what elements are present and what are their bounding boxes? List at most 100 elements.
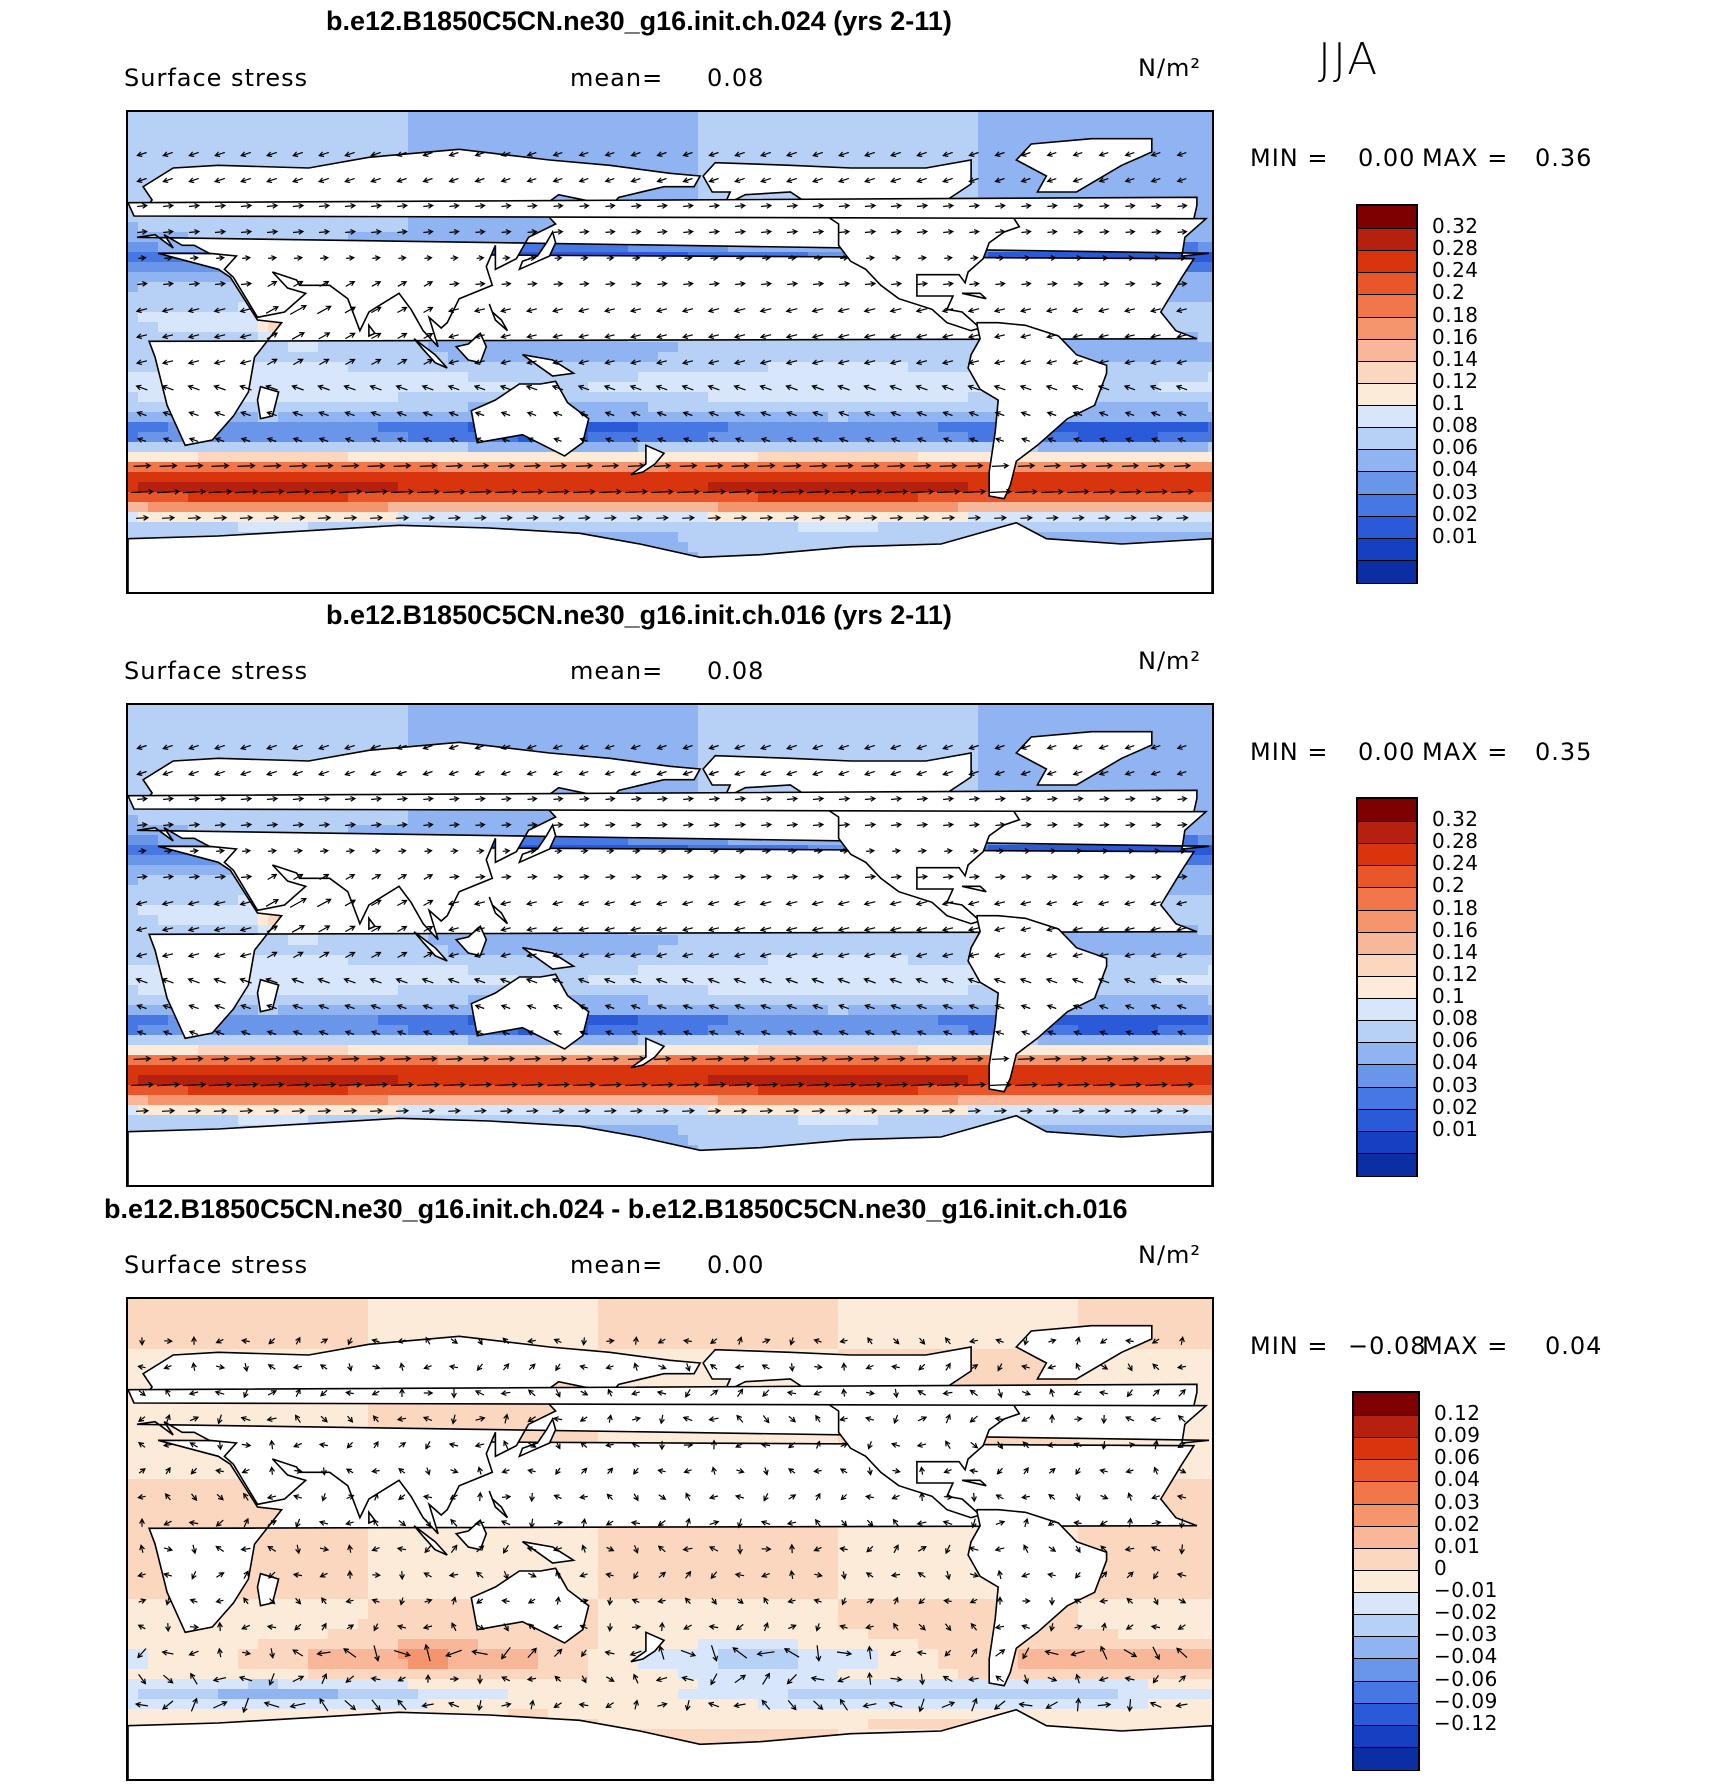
field-cell: [688, 472, 699, 483]
field-cell: [1108, 512, 1119, 523]
field-cell: [618, 132, 629, 143]
field-cell: [1148, 422, 1159, 433]
field-cell: [168, 312, 179, 323]
field-cell: [648, 142, 659, 153]
field-cell: [1188, 372, 1199, 383]
field-cell: [1088, 252, 1099, 263]
field-cell: [308, 132, 319, 143]
field-cell: [838, 482, 849, 493]
field-cell: [708, 372, 719, 383]
field-cell: [158, 402, 169, 413]
field-cell: [198, 312, 209, 323]
field-cell: [308, 112, 319, 123]
field-cell: [648, 502, 659, 513]
field-cell: [988, 522, 999, 533]
field-cell: [498, 222, 509, 233]
field-cell: [218, 492, 229, 503]
field-cell: [1008, 152, 1019, 163]
field-cell: [838, 152, 849, 163]
field-cell: [908, 432, 919, 443]
field-cell: [598, 462, 609, 473]
field-cell: [678, 242, 689, 253]
field-cell: [578, 442, 589, 453]
field-cell: [428, 372, 439, 383]
field-cell: [278, 382, 289, 393]
field-cell: [948, 352, 959, 363]
field-cell: [148, 502, 159, 513]
field-cell: [828, 432, 839, 443]
field-cell: [408, 472, 419, 483]
field-cell: [148, 492, 159, 503]
field-cell: [778, 532, 789, 543]
field-cell: [708, 472, 719, 483]
field-cell: [848, 362, 859, 373]
field-cell: [218, 302, 229, 313]
field-cell: [188, 152, 199, 163]
field-cell: [1188, 162, 1199, 173]
field-cell: [298, 522, 309, 533]
field-cell: [528, 242, 539, 253]
field-cell: [488, 462, 499, 473]
field-cell: [1048, 512, 1059, 523]
field-cell: [1188, 522, 1199, 533]
field-cell: [508, 232, 519, 243]
field-cell: [208, 272, 219, 283]
field-cell: [418, 422, 429, 433]
field-cell: [158, 262, 169, 273]
field-cell: [398, 412, 409, 423]
field-cell: [188, 442, 199, 453]
field-cell: [218, 522, 229, 533]
field-cell: [1128, 442, 1139, 453]
field-cell: [1008, 132, 1019, 143]
field-cell: [508, 502, 519, 513]
field-cell: [398, 232, 409, 243]
field-cell: [628, 142, 639, 153]
field-cell: [468, 452, 479, 463]
field-cell: [1198, 532, 1209, 543]
field-cell: [368, 512, 379, 523]
field-cell: [1158, 392, 1169, 403]
field-cell: [138, 172, 149, 183]
field-cell: [938, 402, 949, 413]
field-cell: [248, 522, 259, 533]
field-cell: [288, 432, 299, 443]
field-cell: [508, 372, 519, 383]
field-cell: [748, 542, 759, 553]
field-cell: [258, 522, 269, 533]
field-cell: [818, 452, 829, 463]
field-cell: [828, 392, 839, 403]
field-cell: [368, 482, 379, 493]
field-cell: [668, 152, 679, 163]
field-cell: [898, 412, 909, 423]
field-cell: [868, 432, 879, 443]
field-cell: [688, 482, 699, 493]
field-cell: [638, 132, 649, 143]
field-cell: [868, 142, 879, 153]
field-cell: [1168, 142, 1179, 153]
field-cell: [458, 452, 469, 463]
field-cell: [958, 362, 969, 373]
field-cell: [658, 442, 669, 453]
field-cell: [1198, 232, 1209, 243]
field-cell: [768, 502, 779, 513]
field-cell: [978, 502, 989, 513]
field-cell: [1198, 422, 1209, 433]
field-cell: [568, 352, 579, 363]
field-cell: [678, 522, 689, 533]
field-cell: [758, 142, 769, 153]
field-cell: [988, 502, 999, 513]
field-cell: [188, 292, 199, 303]
field-cell: [758, 412, 769, 423]
field-cell: [258, 152, 269, 163]
field-cell: [1138, 472, 1149, 483]
field-cell: [538, 352, 549, 363]
field-cell: [928, 352, 939, 363]
field-cell: [568, 372, 579, 383]
field-cell: [208, 512, 219, 523]
field-cell: [1188, 132, 1199, 143]
field-cell: [648, 512, 659, 523]
field-cell: [638, 492, 649, 503]
field-cell: [1188, 302, 1199, 313]
field-cell: [398, 352, 409, 363]
field-cell: [138, 162, 149, 173]
